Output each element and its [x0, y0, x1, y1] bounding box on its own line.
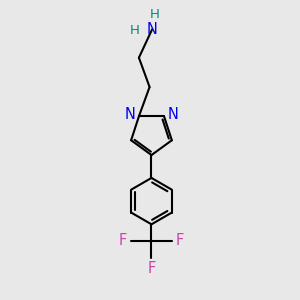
Text: N: N [124, 107, 135, 122]
Text: N: N [168, 107, 179, 122]
Text: N: N [147, 22, 158, 37]
Text: H: H [150, 8, 160, 21]
Text: F: F [119, 233, 127, 248]
Text: F: F [147, 261, 156, 276]
Text: H: H [130, 24, 140, 38]
Text: F: F [176, 233, 184, 248]
